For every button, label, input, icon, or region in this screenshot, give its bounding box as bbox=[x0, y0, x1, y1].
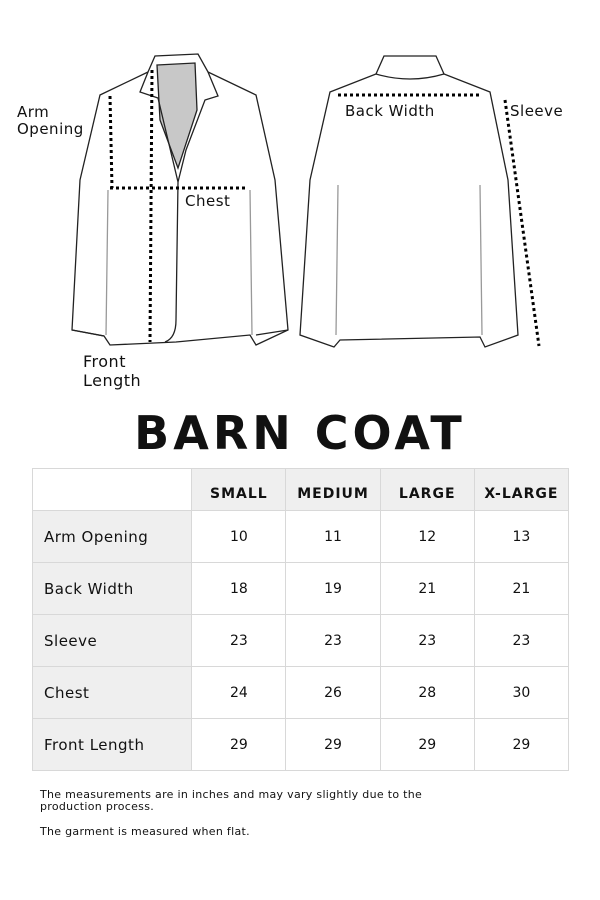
header-cell: LARGE bbox=[379, 468, 475, 511]
sleeve-line bbox=[503, 99, 541, 347]
cell: 21 bbox=[473, 562, 570, 615]
row-label: Front Length bbox=[31, 718, 193, 771]
measure-lines bbox=[108, 69, 541, 347]
cell: 23 bbox=[191, 614, 287, 667]
cell: 11 bbox=[285, 510, 381, 563]
cell: 30 bbox=[473, 666, 570, 719]
table-row: Arm Opening 10 11 12 13 bbox=[31, 510, 570, 563]
measurement-note: The measurements are in inches and may v… bbox=[40, 788, 423, 813]
table-row: Front Length 29 29 29 29 bbox=[31, 718, 570, 771]
cell: 24 bbox=[191, 666, 287, 719]
chest-label: Chest bbox=[185, 192, 231, 210]
sleeve-label: Sleeve bbox=[510, 102, 564, 120]
cell: 23 bbox=[473, 614, 570, 667]
size-table: SMALL MEDIUM LARGE X-LARGE Arm Opening 1… bbox=[31, 468, 570, 771]
cell: 29 bbox=[473, 718, 570, 771]
cell: 29 bbox=[285, 718, 381, 771]
header-cell bbox=[31, 468, 193, 511]
cell: 26 bbox=[285, 666, 381, 719]
table-row: Back Width 18 19 21 21 bbox=[31, 562, 570, 615]
cell: 13 bbox=[473, 510, 570, 563]
back-jacket-illustration bbox=[299, 55, 519, 348]
arm-opening-label: Arm Opening bbox=[17, 103, 84, 138]
back-width-label: Back Width bbox=[345, 102, 435, 120]
row-label: Arm Opening bbox=[31, 510, 193, 563]
header-cell: MEDIUM bbox=[285, 468, 381, 511]
row-label: Sleeve bbox=[31, 614, 193, 667]
front-jacket-illustration bbox=[71, 53, 289, 346]
front-length-label: Front Length bbox=[83, 352, 142, 390]
header-cell: SMALL bbox=[191, 468, 287, 511]
row-label: Chest bbox=[31, 666, 193, 719]
cell: 28 bbox=[379, 666, 475, 719]
cell: 10 bbox=[191, 510, 287, 563]
cell: 29 bbox=[191, 718, 287, 771]
cell: 23 bbox=[379, 614, 475, 667]
cell: 19 bbox=[285, 562, 381, 615]
page-title: BARN COAT bbox=[134, 406, 466, 460]
flat-note: The garment is measured when flat. bbox=[40, 825, 250, 838]
cell: 23 bbox=[285, 614, 381, 667]
cell: 21 bbox=[379, 562, 475, 615]
table-row: Chest 24 26 28 30 bbox=[31, 666, 570, 719]
cell: 18 bbox=[191, 562, 287, 615]
cell: 29 bbox=[379, 718, 475, 771]
row-label: Back Width bbox=[31, 562, 193, 615]
header-cell: X-LARGE bbox=[473, 468, 570, 511]
cell: 12 bbox=[379, 510, 475, 563]
table-header-row: SMALL MEDIUM LARGE X-LARGE bbox=[31, 468, 570, 511]
table-row: Sleeve 23 23 23 23 bbox=[31, 614, 570, 667]
jacket-diagram bbox=[71, 53, 541, 348]
